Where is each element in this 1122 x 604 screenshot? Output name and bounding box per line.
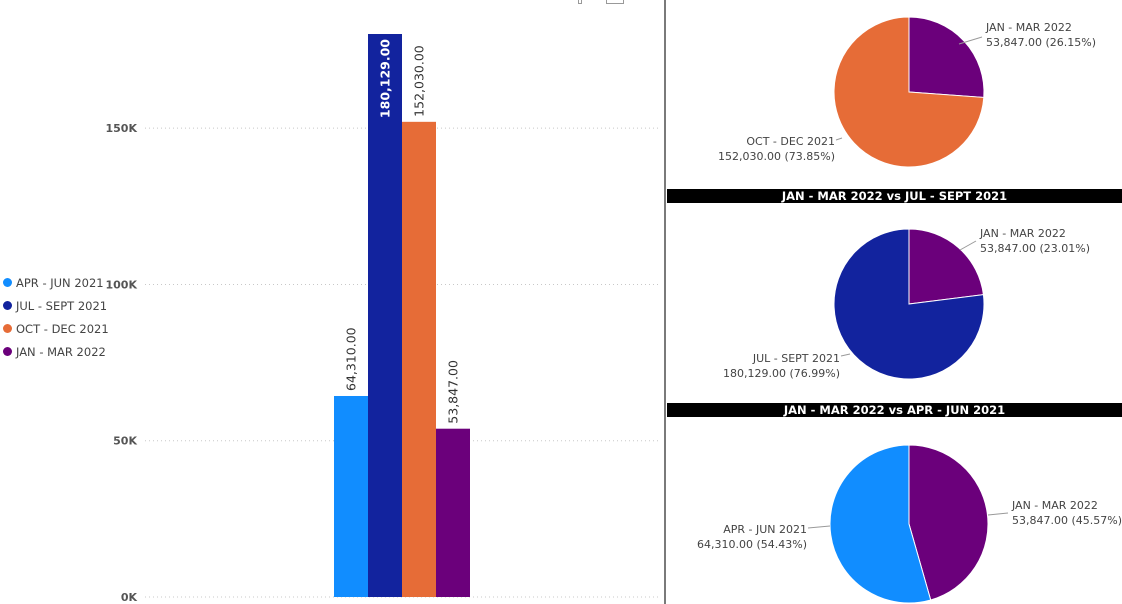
data-label: 64,310.00	[344, 327, 359, 391]
pie-title-jan-mar-vs-apr-jun: JAN - MAR 2022 vs APR - JUN 2021	[667, 403, 1122, 417]
legend-item-oct-dec-2021[interactable]: OCT - DEC 2021	[3, 317, 109, 340]
pie-slice-oct-dec-2021[interactable]	[833, 16, 985, 168]
y-tick-label: 150K	[106, 122, 138, 135]
pie-slice-value: 180,129.00 (76.99%)	[723, 367, 840, 380]
leader-line	[958, 36, 983, 45]
pie-slice-apr-jun-2021[interactable]	[829, 444, 932, 604]
pie-title-jan-mar-vs-jul-sept: JAN - MAR 2022 vs JUL - SEPT 2021	[667, 189, 1122, 203]
legend-item-jan-mar-2022[interactable]: JAN - MAR 2022	[3, 340, 109, 363]
data-label: 180,129.00	[378, 39, 393, 118]
chart-legend: APR - JUN 2021 JUL - SEPT 2021 OCT - DEC…	[3, 271, 109, 363]
leader-line	[840, 353, 851, 357]
bar-oct-dec-2021[interactable]	[402, 121, 436, 597]
legend-label: JUL - SEPT 2021	[16, 298, 108, 313]
pie-slice-label: OCT - DEC 2021	[746, 135, 835, 148]
leader-line	[987, 512, 1009, 516]
legend-swatch	[3, 301, 12, 310]
bar-chart: 0K 50K 100K 150K 64,310.00 180,129.00 152,030.…	[106, 34, 660, 604]
leader-line	[959, 240, 977, 251]
pie-slice-value: 53,847.00 (26.15%)	[986, 36, 1096, 49]
pie-slice-label: JAN - MAR 2022	[985, 21, 1072, 34]
leader-line	[807, 525, 831, 529]
leader-line	[835, 137, 843, 141]
legend-swatch	[3, 278, 12, 287]
pie-slice-jan-mar-2022[interactable]	[908, 228, 984, 305]
legend-label: OCT - DEC 2021	[16, 321, 109, 336]
pie-slice-value: 53,847.00 (23.01%)	[980, 242, 1090, 255]
visual-header-mark	[606, 0, 624, 4]
pie-slice-label: APR - JUN 2021	[723, 523, 807, 536]
legend-label: APR - JUN 2021	[16, 275, 104, 290]
bar-apr-jun-2021[interactable]	[334, 395, 368, 597]
pie-slice-label: JAN - MAR 2022	[1011, 499, 1098, 512]
data-label: 53,847.00	[446, 360, 461, 424]
pie-slice-jan-mar-2022[interactable]	[908, 444, 989, 601]
legend-item-apr-jun-2021[interactable]: APR - JUN 2021	[3, 271, 109, 294]
pie-slice-value: 152,030.00 (73.85%)	[718, 150, 835, 163]
pie-slice-value: 53,847.00 (45.57%)	[1012, 514, 1122, 527]
y-tick-label: 100K	[106, 278, 138, 291]
panel-divider	[664, 0, 666, 604]
pie-slice-value: 64,310.00 (54.43%)	[697, 538, 807, 551]
legend-item-jul-sept-2021[interactable]: JUL - SEPT 2021	[3, 294, 109, 317]
y-tick-label: 0K	[121, 591, 138, 604]
legend-label: JAN - MAR 2022	[16, 344, 106, 359]
bar-jan-mar-2022[interactable]	[436, 428, 470, 597]
pie-slice-jul-sept-2021[interactable]	[833, 228, 985, 380]
legend-swatch	[3, 324, 12, 333]
y-tick-label: 50K	[113, 435, 137, 448]
bar-jul-sept-2021[interactable]	[368, 34, 402, 597]
legend-swatch	[3, 347, 12, 356]
visual-header-mark	[578, 0, 582, 4]
pie-slice-label: JUL - SEPT 2021	[752, 352, 840, 365]
pie-slice-jan-mar-2022[interactable]	[908, 16, 985, 98]
data-label: 152,030.00	[412, 45, 427, 117]
pie-slice-label: JAN - MAR 2022	[979, 227, 1066, 240]
